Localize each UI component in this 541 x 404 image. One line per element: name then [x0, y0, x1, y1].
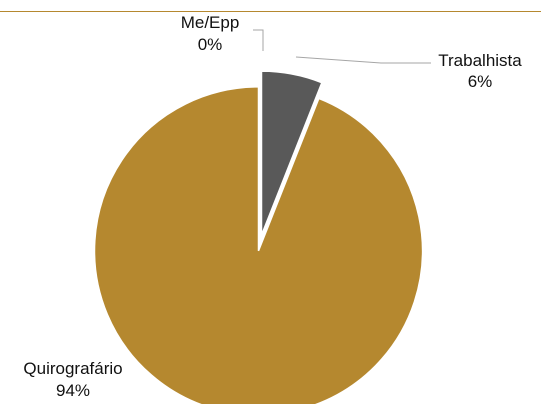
- header-rule: [0, 0, 541, 12]
- data-labels: Trabalhista 6% Quirografário 94% Me/Epp …: [23, 13, 522, 400]
- label-me-epp-name: Me/Epp: [181, 13, 240, 32]
- pie-slices: [93, 70, 424, 404]
- label-trabalhista-name: Trabalhista: [438, 51, 522, 70]
- leader-line-me-epp: [253, 29, 264, 51]
- label-quirografario-percent: 94%: [56, 381, 90, 400]
- slice-trabalhista: [260, 70, 323, 236]
- leader-line-trabalhista: [295, 56, 431, 64]
- label-me-epp-percent: 0%: [198, 35, 223, 54]
- slice-quirografario: [93, 86, 424, 404]
- label-quirografario-name: Quirografário: [23, 359, 122, 378]
- label-trabalhista-percent: 6%: [468, 72, 493, 91]
- leader-lines: [253, 29, 431, 64]
